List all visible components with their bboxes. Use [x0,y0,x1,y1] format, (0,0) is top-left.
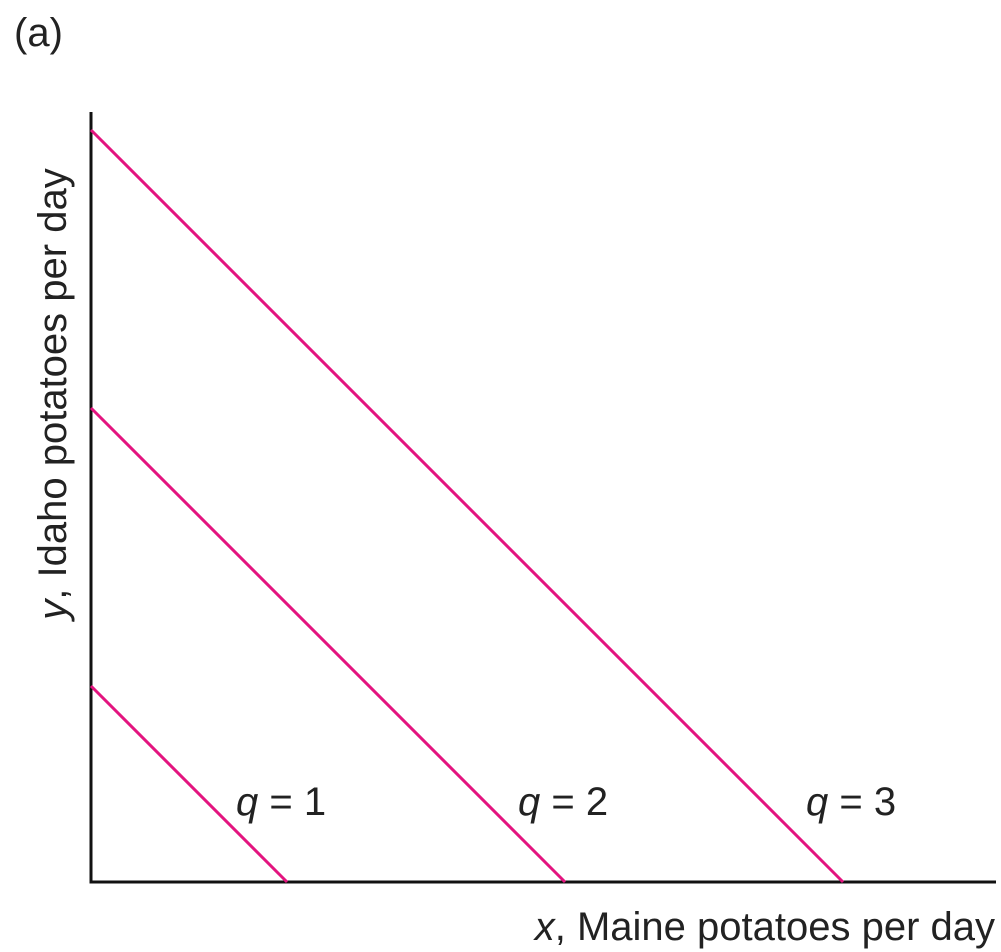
y-axis-symbol: y [31,597,75,623]
curve-label: q = 1 [236,780,326,824]
curve-label: q = 2 [518,780,608,824]
y-axis-label: y, Idaho potatoes per day [31,168,75,622]
x-axis-label: x, Maine potatoes per day [533,905,995,949]
isoquant [89,406,567,884]
curve-symbol: q [518,780,540,824]
curve-symbol: q [236,780,258,824]
curve-text: = 2 [540,780,608,824]
x-axis-symbol: x [533,905,557,949]
curve-text: = 3 [828,780,896,824]
curve-text: = 1 [258,780,326,824]
curve-symbol: q [806,780,828,824]
isoquant [89,128,845,884]
isoquant [89,684,289,884]
y-axis-text: , Idaho potatoes per day [31,168,75,599]
x-axis-text: , Maine potatoes per day [555,905,995,949]
curve-label: q = 3 [806,780,896,824]
panel-label: (a) [14,11,63,55]
